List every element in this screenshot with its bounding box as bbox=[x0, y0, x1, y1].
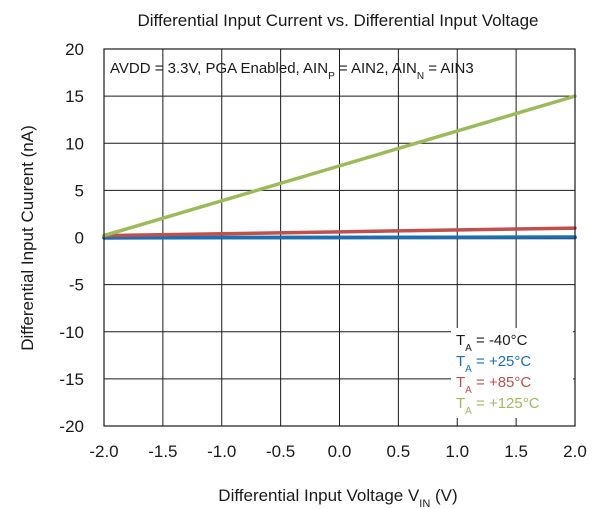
x-tick-label: -2.0 bbox=[89, 442, 118, 461]
y-tick-label: -10 bbox=[59, 323, 84, 342]
x-tick-label: -0.5 bbox=[266, 442, 295, 461]
legend-background bbox=[451, 328, 573, 418]
x-tick-label: -1.0 bbox=[207, 442, 236, 461]
y-tick-label: 5 bbox=[75, 181, 84, 200]
legend-entry: TA = +125°C bbox=[456, 395, 540, 417]
legend-entry: TA = +25°C bbox=[456, 353, 531, 375]
legend: TA = -40°CTA = +25°CTA = +85°CTA = +125°… bbox=[451, 328, 573, 418]
y-tick-label: 15 bbox=[65, 87, 84, 106]
x-axis-label: Differential Input Voltage VIN (V) bbox=[218, 486, 457, 509]
y-tick-label: -5 bbox=[69, 276, 84, 295]
y-tick-label: -15 bbox=[59, 370, 84, 389]
y-tick-label: 20 bbox=[65, 40, 84, 59]
x-tick-label: 0.5 bbox=[387, 442, 411, 461]
legend-entry: TA = -40°C bbox=[456, 332, 528, 354]
series-line-2 bbox=[102, 226, 577, 238]
x-tick-label: 2.0 bbox=[563, 442, 587, 461]
chart-title: Differential Input Current vs. Different… bbox=[138, 11, 539, 30]
condition-annotation: AVDD = 3.3V, PGA Enabled, AINP = AIN2, A… bbox=[110, 60, 474, 82]
y-tick-label: 0 bbox=[75, 229, 84, 248]
y-axis-label: Differential Input Cuurent (nA) bbox=[18, 125, 37, 351]
x-tick-label: -1.5 bbox=[148, 442, 177, 461]
legend-entry: TA = +85°C bbox=[456, 374, 531, 396]
x-tick-label: 0.0 bbox=[328, 442, 352, 461]
x-tick-label: 1.5 bbox=[504, 442, 528, 461]
x-tick-label: 1.0 bbox=[445, 442, 469, 461]
series-lines bbox=[102, 94, 577, 240]
x-tick-labels: -2.0 -1.5 -1.0 -0.5 0.0 0.5 1.0 1.5 2.0 bbox=[89, 442, 586, 461]
y-tick-label: -20 bbox=[59, 417, 84, 436]
y-tick-label: 10 bbox=[65, 134, 84, 153]
plot-frame bbox=[103, 48, 576, 427]
series-line-1 bbox=[102, 235, 577, 240]
y-tick-labels: -20 -15 -10 -5 0 5 10 15 20 bbox=[59, 40, 84, 436]
series-line-3 bbox=[102, 94, 577, 238]
